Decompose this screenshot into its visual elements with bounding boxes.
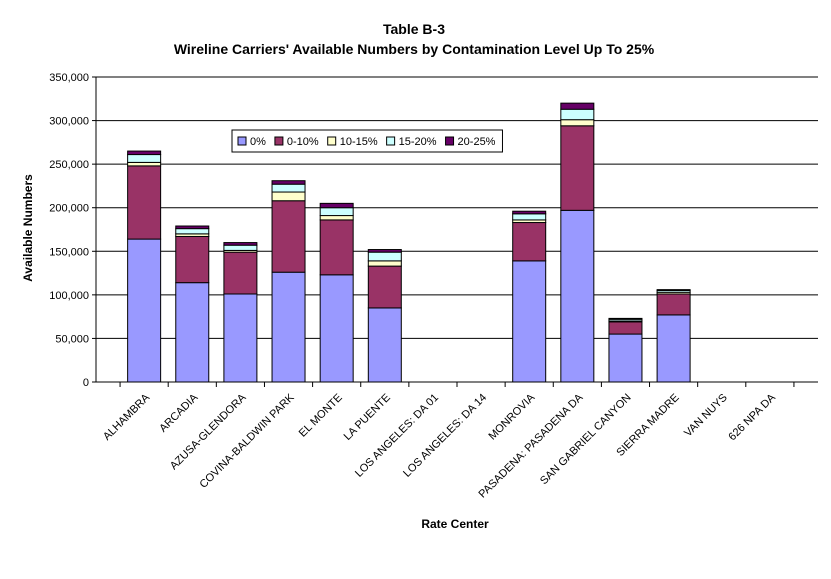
- legend-swatch: [274, 136, 284, 146]
- y-tick-label: 250,000: [49, 159, 89, 171]
- x-axis-title: Rate Center: [421, 517, 489, 531]
- bar-segment: [127, 150, 162, 156]
- bar-segment: [127, 154, 162, 163]
- x-tick-label: LA PUENTE: [342, 392, 393, 443]
- legend-swatch: [445, 136, 455, 146]
- bar-segment: [127, 165, 162, 240]
- bar-segment: [271, 183, 306, 193]
- legend-box: [231, 129, 503, 153]
- x-tick-label: SAN GABRIEL CANYON: [538, 392, 634, 488]
- legend-label: 15-20%: [399, 136, 437, 148]
- bar-segment: [367, 249, 402, 253]
- y-tick-label: 50,000: [55, 333, 89, 345]
- legend-swatch: [327, 136, 337, 146]
- bar-segment: [175, 282, 210, 383]
- bar-segment: [367, 265, 402, 309]
- bar-segment: [175, 225, 210, 230]
- axes: [95, 77, 818, 387]
- y-axis-title: Available Numbers: [21, 174, 35, 282]
- bar-segment: [512, 210, 547, 215]
- y-tick-labels: 0 50,000 100,000 150,000 200,000 250,000 300,0…: [49, 72, 89, 389]
- legend-label: 0-10%: [287, 136, 319, 148]
- bar-segment: [560, 108, 595, 121]
- bar-segment: [656, 314, 691, 383]
- bar-segment: [319, 274, 354, 383]
- x-tick-label: MONROVIA: [486, 391, 537, 442]
- bar-segment: [319, 215, 354, 221]
- bar-segment: [367, 251, 402, 262]
- x-tick-label: LOS ANGELES: DA 14: [401, 392, 489, 480]
- chart-subtitle: Wireline Carriers' Available Numbers by …: [174, 41, 655, 57]
- bar-segment: [223, 293, 258, 383]
- chart-title: Table B-3: [383, 21, 445, 37]
- bar-segment: [223, 251, 258, 295]
- y-tick-label: 350,000: [49, 72, 89, 84]
- bar-segment: [319, 207, 354, 217]
- bar-segment: [271, 271, 306, 383]
- bar-segment: [319, 219, 354, 276]
- y-tick-label: 100,000: [49, 290, 89, 302]
- legend-swatch: [386, 136, 396, 146]
- bar-segment: [512, 222, 547, 262]
- bar-segment: [367, 260, 402, 267]
- bar-segment: [175, 228, 210, 235]
- bar-segment: [560, 125, 595, 211]
- bar-segment: [560, 102, 595, 110]
- legend: 0% 0-10% 10-15% 15-20% 20-25%: [231, 129, 503, 153]
- bar-segment: [127, 238, 162, 383]
- legend-swatch: [237, 136, 247, 146]
- bars: [127, 102, 691, 383]
- bar-segment: [271, 200, 306, 273]
- bar-segment: [223, 244, 258, 251]
- x-tick-label: ARCADIA: [157, 391, 201, 435]
- x-tick-label: VAN NUYS: [682, 392, 730, 440]
- legend-label: 20-25%: [458, 136, 496, 148]
- bar-segment: [512, 260, 547, 383]
- bar-segment: [319, 202, 354, 209]
- legend-label: 10-15%: [340, 136, 378, 148]
- x-tick-label: ALHAMBRA: [101, 391, 153, 443]
- x-tick-label: LOS ANGELES: DA 01: [353, 392, 441, 480]
- x-tick-label: 626 NPA DA: [726, 391, 778, 443]
- bar-segment: [608, 321, 643, 335]
- bar-segment: [608, 317, 643, 320]
- x-tick-label: COVINA-BALDWIN PARK: [198, 391, 298, 491]
- x-tick-label: EL MONTE: [297, 392, 345, 440]
- y-tick-label: 150,000: [49, 246, 89, 258]
- bar-segment: [656, 289, 691, 291]
- bar-segment: [560, 119, 595, 127]
- bar-segment: [608, 333, 643, 383]
- legend-label: 0%: [250, 136, 266, 148]
- y-tick-label: 0: [83, 377, 89, 389]
- bar-segment: [271, 180, 306, 185]
- bar-segment: [175, 235, 210, 284]
- bar-segment: [367, 307, 402, 383]
- bar-segment: [127, 161, 162, 167]
- grid-lines: [92, 76, 818, 383]
- bar-segment: [560, 209, 595, 383]
- bar-segment: [656, 293, 691, 316]
- bar-segment: [512, 213, 547, 221]
- y-tick-label: 300,000: [49, 116, 89, 128]
- x-tick-labels: ALHAMBRA ARCADIAAZUSA-GLENDORACOVINA-BALD…: [101, 391, 778, 500]
- y-tick-label: 200,000: [49, 203, 89, 215]
- bar-segment: [223, 242, 258, 246]
- bar-segment: [271, 191, 306, 202]
